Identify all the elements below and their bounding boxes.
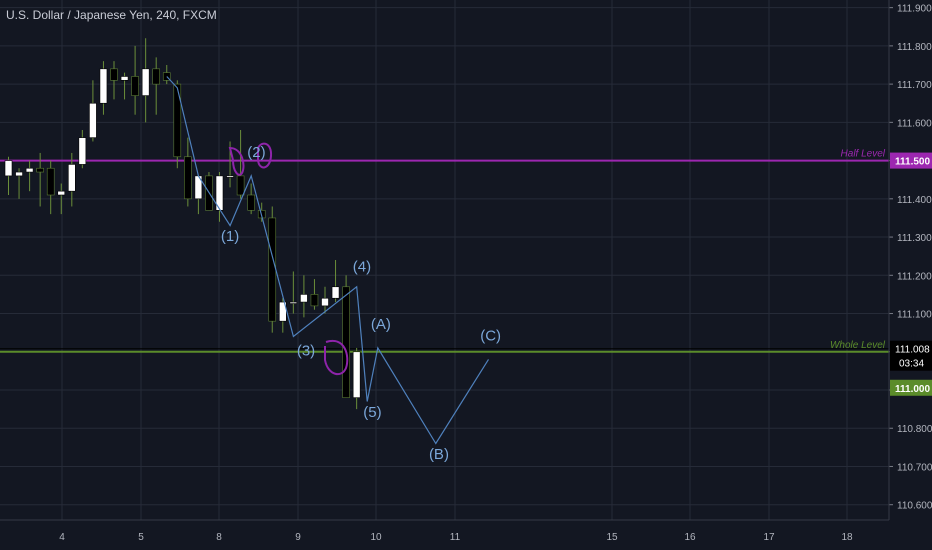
candle-body bbox=[57, 190, 66, 196]
level-price-badge bbox=[890, 379, 932, 396]
time-tick-label: 16 bbox=[684, 532, 696, 543]
wave-label: (5) bbox=[363, 404, 381, 421]
candle-body bbox=[152, 68, 160, 85]
annotation-circle bbox=[228, 146, 245, 176]
price-levels: Half Level Whole Level bbox=[0, 149, 889, 353]
time-tick-label: 15 bbox=[606, 532, 618, 543]
candle-body bbox=[184, 156, 192, 200]
annotation-circle bbox=[324, 339, 349, 376]
candle-body bbox=[162, 72, 171, 81]
price-tick-label: 110.800 bbox=[897, 424, 932, 435]
candle-body bbox=[25, 167, 34, 173]
annotation-circle bbox=[257, 142, 273, 169]
price-tick-label: 110.700 bbox=[897, 462, 932, 473]
time-tick-label: 10 bbox=[370, 532, 382, 543]
candle-body bbox=[268, 217, 277, 322]
time-tick-label: 11 bbox=[450, 532, 461, 543]
wave-label: (3) bbox=[297, 343, 315, 360]
wave-label: (A) bbox=[371, 316, 391, 333]
candle-body bbox=[352, 351, 361, 398]
candle-body bbox=[310, 294, 319, 307]
elliott-wave: (1) (2) (3) (4) (5) (A) (B) (C) bbox=[166, 76, 501, 463]
current-price-badge bbox=[890, 340, 932, 371]
time-tick-label: 5 bbox=[138, 532, 144, 543]
bar-countdown: 03:34 bbox=[899, 359, 924, 370]
candle-body bbox=[46, 167, 55, 196]
candle-body bbox=[247, 194, 255, 211]
candles bbox=[4, 38, 361, 410]
candle-body bbox=[78, 137, 87, 165]
candle-body bbox=[4, 160, 13, 177]
price-tick-label: 111.900 bbox=[897, 4, 932, 15]
candle-body bbox=[215, 175, 224, 211]
candle-body bbox=[36, 167, 44, 173]
level-name: Half Level bbox=[841, 149, 886, 160]
candle-body bbox=[141, 68, 150, 96]
current-price-label: 111.008 bbox=[895, 345, 930, 356]
price-tick-label: 111.600 bbox=[897, 118, 932, 129]
level-price-label: 111.000 bbox=[895, 384, 930, 395]
candle-body bbox=[342, 286, 350, 398]
price-tick-label: 111.200 bbox=[897, 271, 932, 282]
candle-body bbox=[99, 68, 108, 104]
candle-body bbox=[289, 301, 298, 304]
level-price-label: 111.500 bbox=[895, 157, 930, 168]
price-tick-label: 111.300 bbox=[897, 233, 932, 244]
level-name: Whole Level bbox=[830, 340, 886, 351]
time-axis[interactable]: 4 5 8 9 10 11 15 16 17 18 bbox=[0, 519, 889, 543]
price-tick-label: 110.600 bbox=[897, 501, 932, 512]
time-tick-label: 4 bbox=[59, 532, 65, 543]
wave-label: (1) bbox=[221, 228, 239, 245]
candle-body bbox=[300, 294, 308, 303]
hand-drawn-annotations bbox=[228, 142, 349, 376]
candle-body bbox=[236, 175, 245, 196]
price-tick-label: 111.700 bbox=[897, 80, 932, 91]
wave-label: (C) bbox=[480, 327, 501, 344]
time-tick-label: 18 bbox=[841, 532, 853, 543]
time-tick-label: 9 bbox=[295, 532, 301, 543]
time-tick-label: 8 bbox=[216, 532, 222, 543]
wave-label: (B) bbox=[429, 446, 449, 463]
time-tick-label: 17 bbox=[763, 532, 775, 543]
candle-body bbox=[89, 102, 97, 138]
candle-body bbox=[120, 76, 129, 81]
price-tick-label: 111.100 bbox=[897, 310, 932, 321]
price-tick-label: 111.400 bbox=[897, 195, 932, 206]
candle-body bbox=[15, 171, 23, 177]
price-tick-label: 111.800 bbox=[897, 42, 932, 53]
wave-label: (4) bbox=[353, 258, 371, 275]
candle-body bbox=[131, 76, 139, 96]
chart-title: U.S. Dollar / Japanese Yen, 240, FXCM bbox=[6, 8, 217, 22]
candle-body bbox=[226, 175, 234, 178]
wave-label: (2) bbox=[247, 144, 265, 161]
candle-body bbox=[173, 83, 182, 158]
candle-body bbox=[110, 68, 118, 81]
candle-body bbox=[68, 164, 76, 192]
level-price-badge bbox=[890, 152, 932, 169]
candle-body bbox=[331, 286, 340, 299]
wave-path[interactable] bbox=[166, 76, 490, 445]
candle-body bbox=[321, 297, 329, 307]
price-axis[interactable]: 111.900 111.800 111.700 111.600 111.500 111.4… bbox=[888, 0, 932, 520]
